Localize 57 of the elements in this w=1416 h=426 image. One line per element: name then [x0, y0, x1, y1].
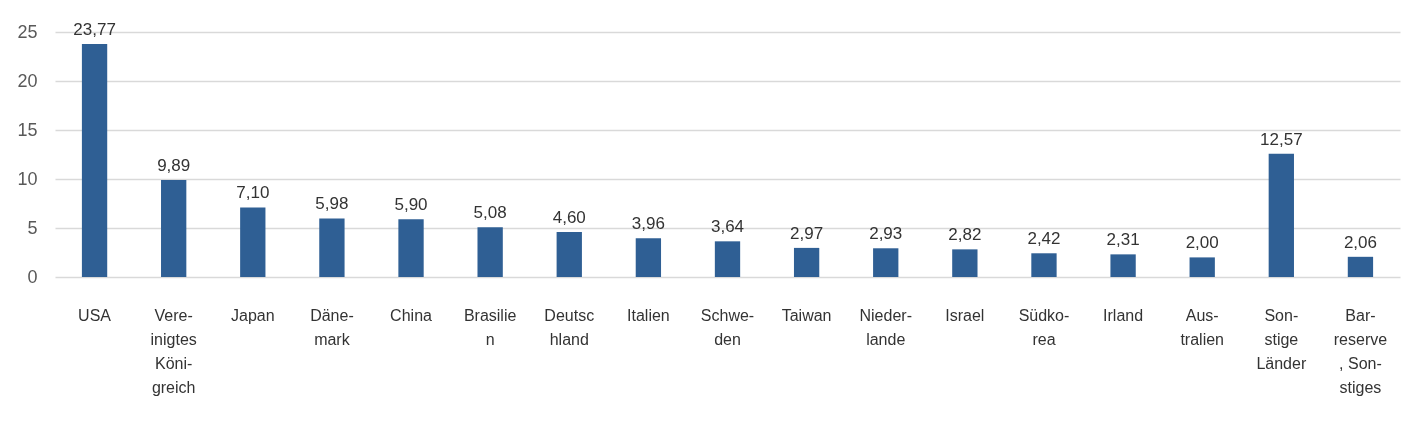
bar — [1189, 257, 1215, 277]
y-tick-label: 0 — [27, 266, 38, 287]
x-tick-label: Südko- rea — [1018, 306, 1070, 348]
data-label: 9,89 — [157, 156, 191, 176]
data-label: 5,08 — [473, 203, 507, 223]
data-label: 3,96 — [631, 214, 665, 234]
data-label: 2,97 — [790, 223, 824, 243]
data-label: 2,00 — [1185, 233, 1219, 253]
x-tick-label: Bar- reserve , Son- stiges — [1333, 306, 1388, 396]
bar — [635, 238, 662, 277]
x-tick-label: Däne- mark — [310, 306, 354, 348]
bar — [81, 44, 108, 277]
x-tick-label: Nieder- lande — [859, 306, 912, 348]
data-label: 2,06 — [1343, 232, 1377, 252]
bar — [1110, 254, 1136, 277]
data-label: 2,42 — [1027, 229, 1061, 249]
y-tick-label: 25 — [17, 21, 38, 42]
bar — [477, 227, 503, 277]
data-label: 23,77 — [73, 20, 116, 40]
data-label: 5,90 — [394, 195, 428, 215]
bar — [952, 249, 978, 277]
bar — [1268, 153, 1294, 277]
data-label: 2,31 — [1106, 230, 1140, 250]
bar — [319, 218, 345, 277]
y-tick-label: 10 — [17, 168, 38, 189]
data-label: 2,93 — [869, 224, 903, 244]
bar — [240, 207, 266, 277]
bar — [161, 180, 187, 277]
data-label: 7,10 — [236, 183, 270, 203]
data-label: 12,57 — [1260, 129, 1303, 149]
x-tick-label: Schwe- den — [700, 306, 755, 348]
x-tick-label: Aus- tralien — [1180, 306, 1224, 348]
data-label: 2,82 — [948, 225, 982, 245]
x-tick-label: Israel — [945, 306, 985, 324]
data-label: 3,64 — [710, 217, 745, 237]
bar — [714, 241, 741, 277]
y-tick-label: 5 — [27, 217, 38, 238]
bar — [398, 219, 424, 277]
data-label: 5,98 — [315, 194, 349, 214]
x-tick-label: USA — [78, 306, 112, 324]
x-tick-label: Brasilie n — [463, 306, 517, 348]
bar — [793, 247, 820, 277]
y-tick-label: 15 — [17, 119, 38, 140]
bar — [873, 248, 899, 277]
bar — [1031, 253, 1057, 277]
x-tick-label: Deutsc hland — [544, 306, 595, 348]
bar — [1347, 256, 1374, 277]
bar — [556, 231, 582, 277]
y-tick-label: 20 — [17, 70, 38, 91]
x-tick-label: Vere- inigtes Köni- greich — [150, 306, 197, 396]
x-tick-label: Italien — [627, 306, 670, 324]
data-label: 4,60 — [552, 207, 586, 227]
x-tick-label: Irland — [1103, 306, 1144, 324]
x-tick-label: China — [390, 306, 433, 324]
x-tick-label: Japan — [231, 306, 275, 324]
x-tick-label: Son- stige Länder — [1256, 306, 1307, 372]
x-tick-label: Taiwan — [781, 306, 832, 324]
